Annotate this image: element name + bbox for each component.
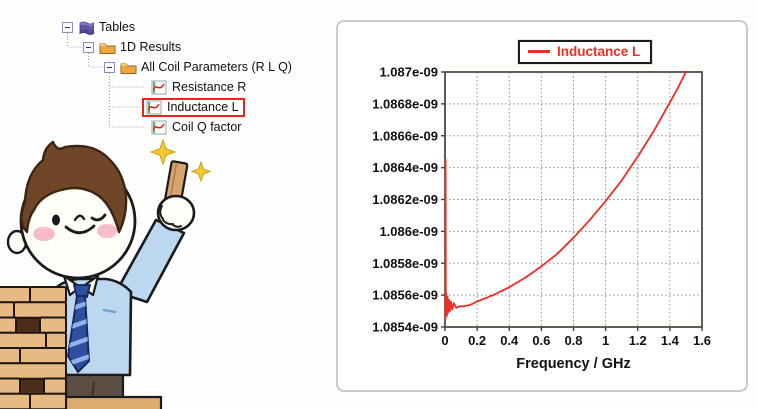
curve-icon <box>146 100 163 115</box>
svg-text:0.2: 0.2 <box>468 333 486 348</box>
pocket-mark <box>102 308 117 314</box>
svg-text:1.6: 1.6 <box>693 333 711 348</box>
tree-item-label: All Coil Parameters (R L Q) <box>141 60 292 74</box>
svg-text:1.086e-09: 1.086e-09 <box>379 224 438 239</box>
tree-item-coil-q-factor[interactable]: Coil Q factor <box>58 117 338 137</box>
illustration-man-jenga <box>0 138 212 409</box>
folder-icon <box>120 60 137 75</box>
tree-item-inductance-l[interactable]: Inductance L <box>58 97 338 117</box>
results-tree: Tables 1D Results All Coil Parameters (R… <box>58 17 338 143</box>
svg-text:0.6: 0.6 <box>532 333 550 348</box>
svg-text:1.2: 1.2 <box>629 333 647 348</box>
svg-text:0.8: 0.8 <box>564 333 582 348</box>
expand-toggle-icon[interactable] <box>83 41 94 53</box>
nose <box>73 214 86 222</box>
curve-icon <box>151 80 168 95</box>
curve-icon <box>151 120 168 135</box>
mouth-smile <box>64 224 96 235</box>
eye-open <box>52 214 60 226</box>
cheek-left <box>33 227 55 241</box>
eye-wink <box>90 213 107 222</box>
legend-line-sample <box>528 50 550 53</box>
tick-marks <box>441 71 703 331</box>
chart-panel: Inductance L 0 0.2 0.4 0.6 0.8 1 1.2 1.4 1.6 1.08… <box>336 20 748 392</box>
folder-icon <box>99 40 116 55</box>
svg-text:1.0862e-09: 1.0862e-09 <box>372 192 438 207</box>
expand-toggle-icon[interactable] <box>62 21 73 33</box>
sparkle-icon <box>149 138 212 183</box>
svg-text:1: 1 <box>602 333 609 348</box>
missing-block-gap <box>14 318 42 332</box>
raised-arm <box>114 218 186 304</box>
tree-item-all-coil-parameters[interactable]: All Coil Parameters (R L Q) <box>58 57 338 77</box>
svg-text:1.0854e-09: 1.0854e-09 <box>372 320 438 335</box>
svg-text:1.0864e-09: 1.0864e-09 <box>372 160 438 175</box>
tree-item-label: Coil Q factor <box>172 120 242 134</box>
svg-text:1.0868e-09: 1.0868e-09 <box>372 96 438 111</box>
tick-labels: 0 0.2 0.4 0.6 0.8 1 1.2 1.4 1.6 1.087e-09 1.0868e-… <box>372 65 711 349</box>
tables-icon <box>78 20 95 35</box>
inductance-plot: 0 0.2 0.4 0.6 0.8 1 1.2 1.4 1.6 1.087e-09 1.0868e-… <box>372 65 711 373</box>
tree-item-resistance-r[interactable]: Resistance R <box>58 77 338 97</box>
tree-item-tables[interactable]: Tables <box>58 17 338 37</box>
hair <box>20 140 128 234</box>
svg-text:1.0866e-09: 1.0866e-09 <box>372 128 438 143</box>
jenga-tower <box>0 286 67 409</box>
svg-text:1.0858e-09: 1.0858e-09 <box>372 256 438 271</box>
chart-legend: Inductance L <box>518 40 653 64</box>
svg-text:1.4: 1.4 <box>661 333 680 348</box>
tree-item-1d-results[interactable]: 1D Results <box>58 37 338 57</box>
svg-text:1.0856e-09: 1.0856e-09 <box>372 288 438 303</box>
tree-item-label: Resistance R <box>172 80 247 94</box>
tie-knot <box>72 284 92 298</box>
missing-block-gap <box>18 379 46 393</box>
pants-crease <box>91 380 95 399</box>
grid-lines <box>445 72 702 327</box>
fist-hand <box>156 194 196 232</box>
svg-text:1.087e-09: 1.087e-09 <box>379 65 438 80</box>
tree-item-label: 1D Results <box>120 40 182 54</box>
table-edge <box>64 395 163 409</box>
svg-text:0: 0 <box>441 333 448 348</box>
cheek-right <box>97 224 117 238</box>
legend-label: Inductance L <box>557 44 641 59</box>
expand-toggle-icon[interactable] <box>104 61 115 73</box>
tie <box>66 284 92 374</box>
selection-highlight-box: Inductance L <box>142 97 245 117</box>
head <box>6 140 137 280</box>
tree-item-label: Inductance L <box>167 100 239 114</box>
tree-item-label: Tables <box>99 20 136 34</box>
x-axis-label: Frequency / GHz <box>516 356 630 372</box>
inductance-curve <box>444 71 688 320</box>
svg-text:0.4: 0.4 <box>500 333 519 348</box>
